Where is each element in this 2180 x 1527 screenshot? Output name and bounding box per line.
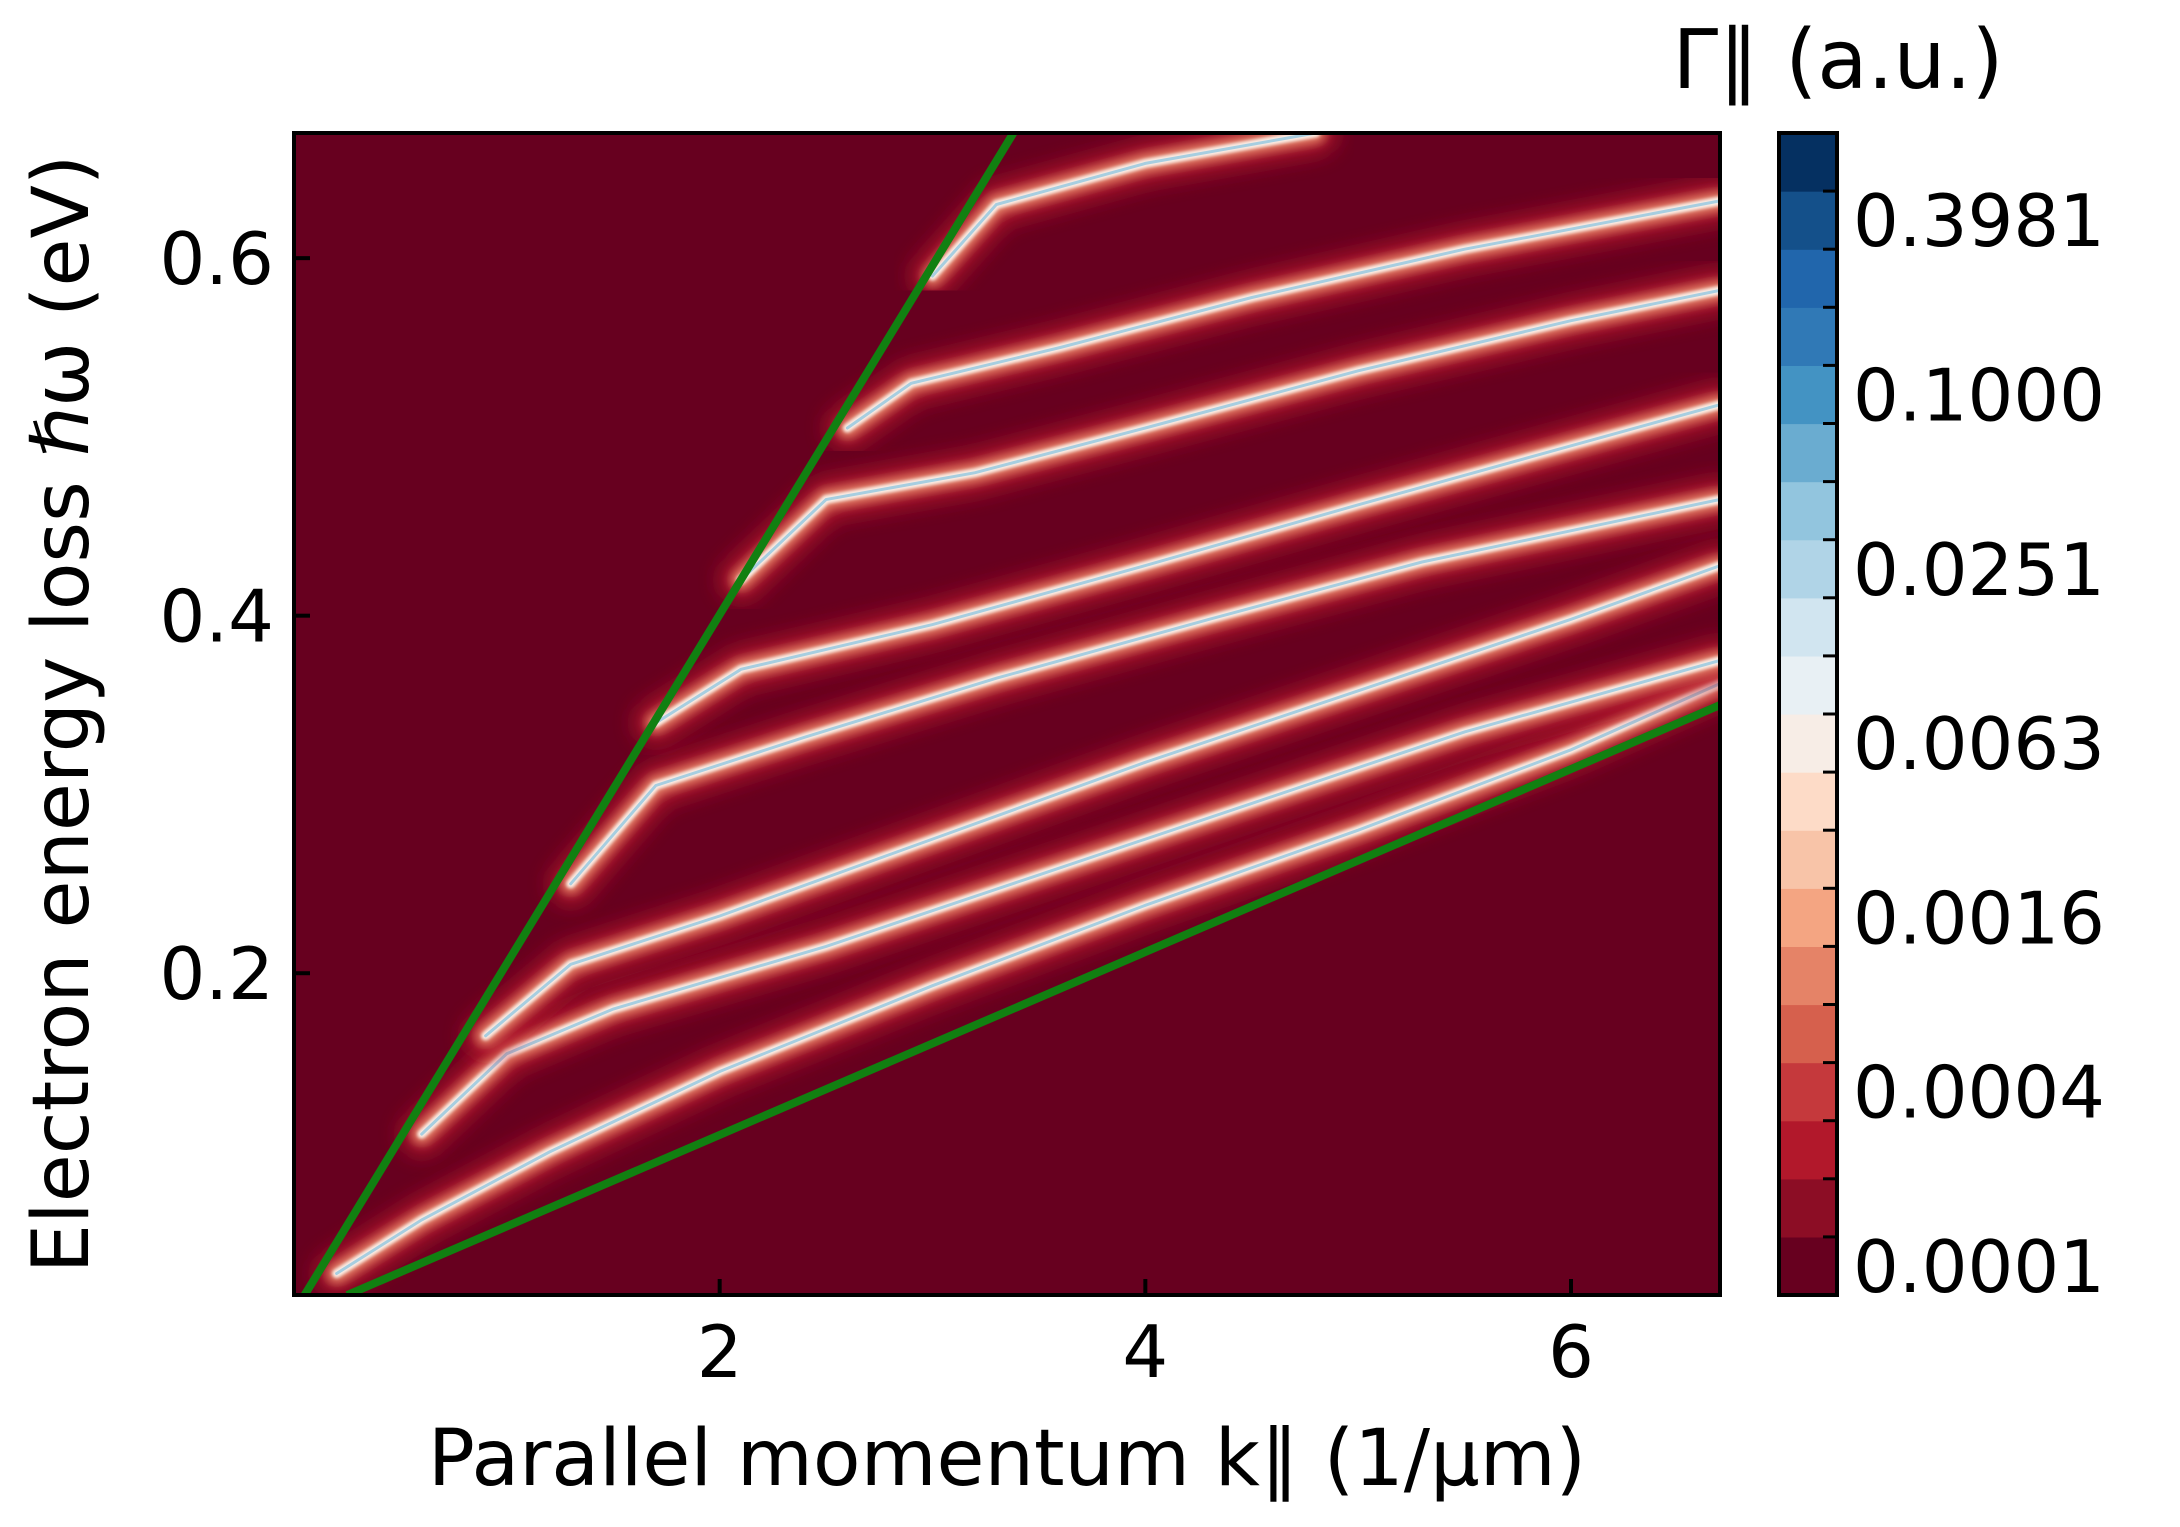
lower-line (345, 701, 1720, 1295)
mode-peak (931, 133, 1318, 278)
mode-band (825, 178, 1720, 450)
colorbar-swatches (1779, 133, 1837, 1296)
plot-frame (292, 131, 1722, 1297)
mode-band (633, 382, 1720, 745)
colorbar-swatch (1779, 830, 1837, 889)
y-axis-label: Electron energy loss ℏω (eV) (17, 155, 107, 1274)
mode-band (399, 638, 1720, 1157)
mode-band (548, 477, 1720, 906)
y-axis-ticks: 0.2 0.4 0.6 (159, 217, 310, 1016)
colorbar-swatch (1779, 655, 1837, 715)
mode-band (463, 543, 1720, 1058)
heatmap-plot: 2 4 6 0.2 0.4 0.6 (159, 131, 1722, 1394)
colorbar-tick-label: 0.0251 (1853, 528, 2105, 612)
y-tick-label: 0.6 (159, 217, 274, 301)
mode-bands (314, 133, 1720, 1295)
colorbar-tick-label: 0.3981 (1853, 179, 2105, 263)
colorbar-swatch (1779, 365, 1837, 425)
colorbar-swatch (1779, 714, 1837, 773)
mode-band (910, 133, 1338, 298)
y-tick-label: 0.4 (159, 575, 274, 659)
colorbar-tick-label: 0.0001 (1853, 1225, 2105, 1309)
colorbar-swatch (1779, 191, 1837, 250)
colorbar-swatch (1779, 423, 1837, 483)
colorbar-swatch (1779, 1062, 1837, 1122)
mode-peak (739, 288, 1720, 582)
mode-peak (845, 199, 1720, 430)
colorbar-swatch (1779, 772, 1837, 831)
mode-peak (484, 564, 1720, 1038)
reference-lines (301, 133, 1720, 1295)
colorbar-swatch (1779, 481, 1837, 541)
x-axis-label: Parallel momentum k∥ (1/µm) (428, 1414, 1586, 1504)
mode-peak (654, 403, 1720, 725)
colorbar-swatch (1779, 1236, 1837, 1296)
colorbar-swatch (1779, 1178, 1837, 1238)
mode-peak (335, 682, 1720, 1275)
colorbar-ticks: 0.0001 0.0004 0.0016 0.0063 0.0251 0.1000 0.39… (1823, 179, 2105, 1309)
x-axis-ticks: 2 4 6 (697, 1279, 1594, 1394)
x-tick-label: 6 (1548, 1310, 1594, 1394)
mode-band (719, 268, 1720, 602)
colorbar-swatch (1779, 307, 1837, 366)
colorbar-title: Γ∥ (a.u.) (1672, 13, 2003, 108)
mode-peak (420, 658, 1720, 1136)
mode-peak (569, 498, 1720, 886)
light-line (301, 133, 1017, 1295)
colorbar-swatch (1779, 888, 1837, 947)
colorbar-swatch (1779, 249, 1837, 308)
colorbar-swatch (1779, 597, 1837, 657)
colorbar-tick-label: 0.0063 (1853, 702, 2105, 786)
x-tick-label: 4 (1122, 1310, 1168, 1394)
mode-band (314, 661, 1720, 1295)
y-tick-label: 0.2 (159, 932, 274, 1016)
colorbar: Γ∥ (a.u.) 0.0001 0.0004 0.0016 0.0063 0.0251… (1672, 13, 2104, 1309)
colorbar-tick-label: 0.0004 (1853, 1051, 2105, 1135)
colorbar-swatch (1779, 1120, 1837, 1180)
colorbar-swatch (1779, 946, 1837, 1006)
colorbar-swatch (1779, 1004, 1837, 1064)
x-tick-label: 2 (697, 1310, 743, 1394)
colorbar-tick-label: 0.1000 (1853, 353, 2105, 437)
colorbar-swatch (1779, 539, 1837, 599)
colorbar-tick-label: 0.0016 (1853, 876, 2105, 960)
colorbar-swatch (1779, 133, 1837, 192)
